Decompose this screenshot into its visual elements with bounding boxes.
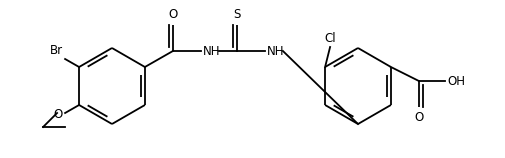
- Text: Br: Br: [50, 44, 63, 57]
- Text: Cl: Cl: [324, 32, 335, 45]
- Text: S: S: [233, 8, 240, 21]
- Text: NH: NH: [203, 45, 220, 58]
- Text: O: O: [414, 111, 423, 124]
- Text: O: O: [54, 107, 63, 121]
- Text: NH: NH: [266, 45, 284, 58]
- Text: OH: OH: [446, 75, 464, 88]
- Text: O: O: [168, 8, 177, 21]
